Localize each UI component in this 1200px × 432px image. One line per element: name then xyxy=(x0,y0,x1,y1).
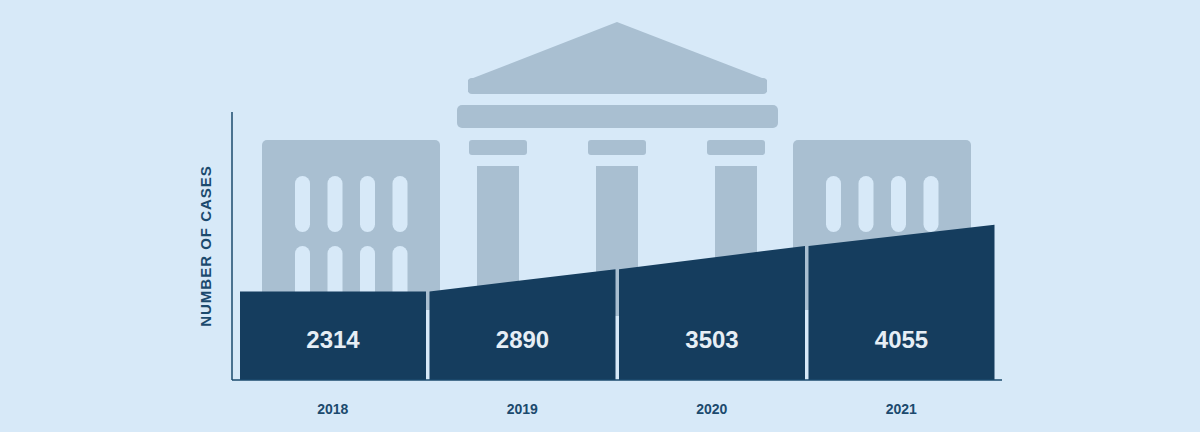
svg-text:3503: 3503 xyxy=(685,326,738,353)
svg-text:NUMBER OF CASES: NUMBER OF CASES xyxy=(197,165,214,327)
svg-text:2890: 2890 xyxy=(496,326,549,353)
svg-text:2018: 2018 xyxy=(317,401,348,417)
svg-text:2314: 2314 xyxy=(306,326,360,353)
svg-text:4055: 4055 xyxy=(875,326,928,353)
svg-text:2019: 2019 xyxy=(507,401,538,417)
svg-text:2020: 2020 xyxy=(696,401,727,417)
svg-text:2021: 2021 xyxy=(886,401,917,417)
